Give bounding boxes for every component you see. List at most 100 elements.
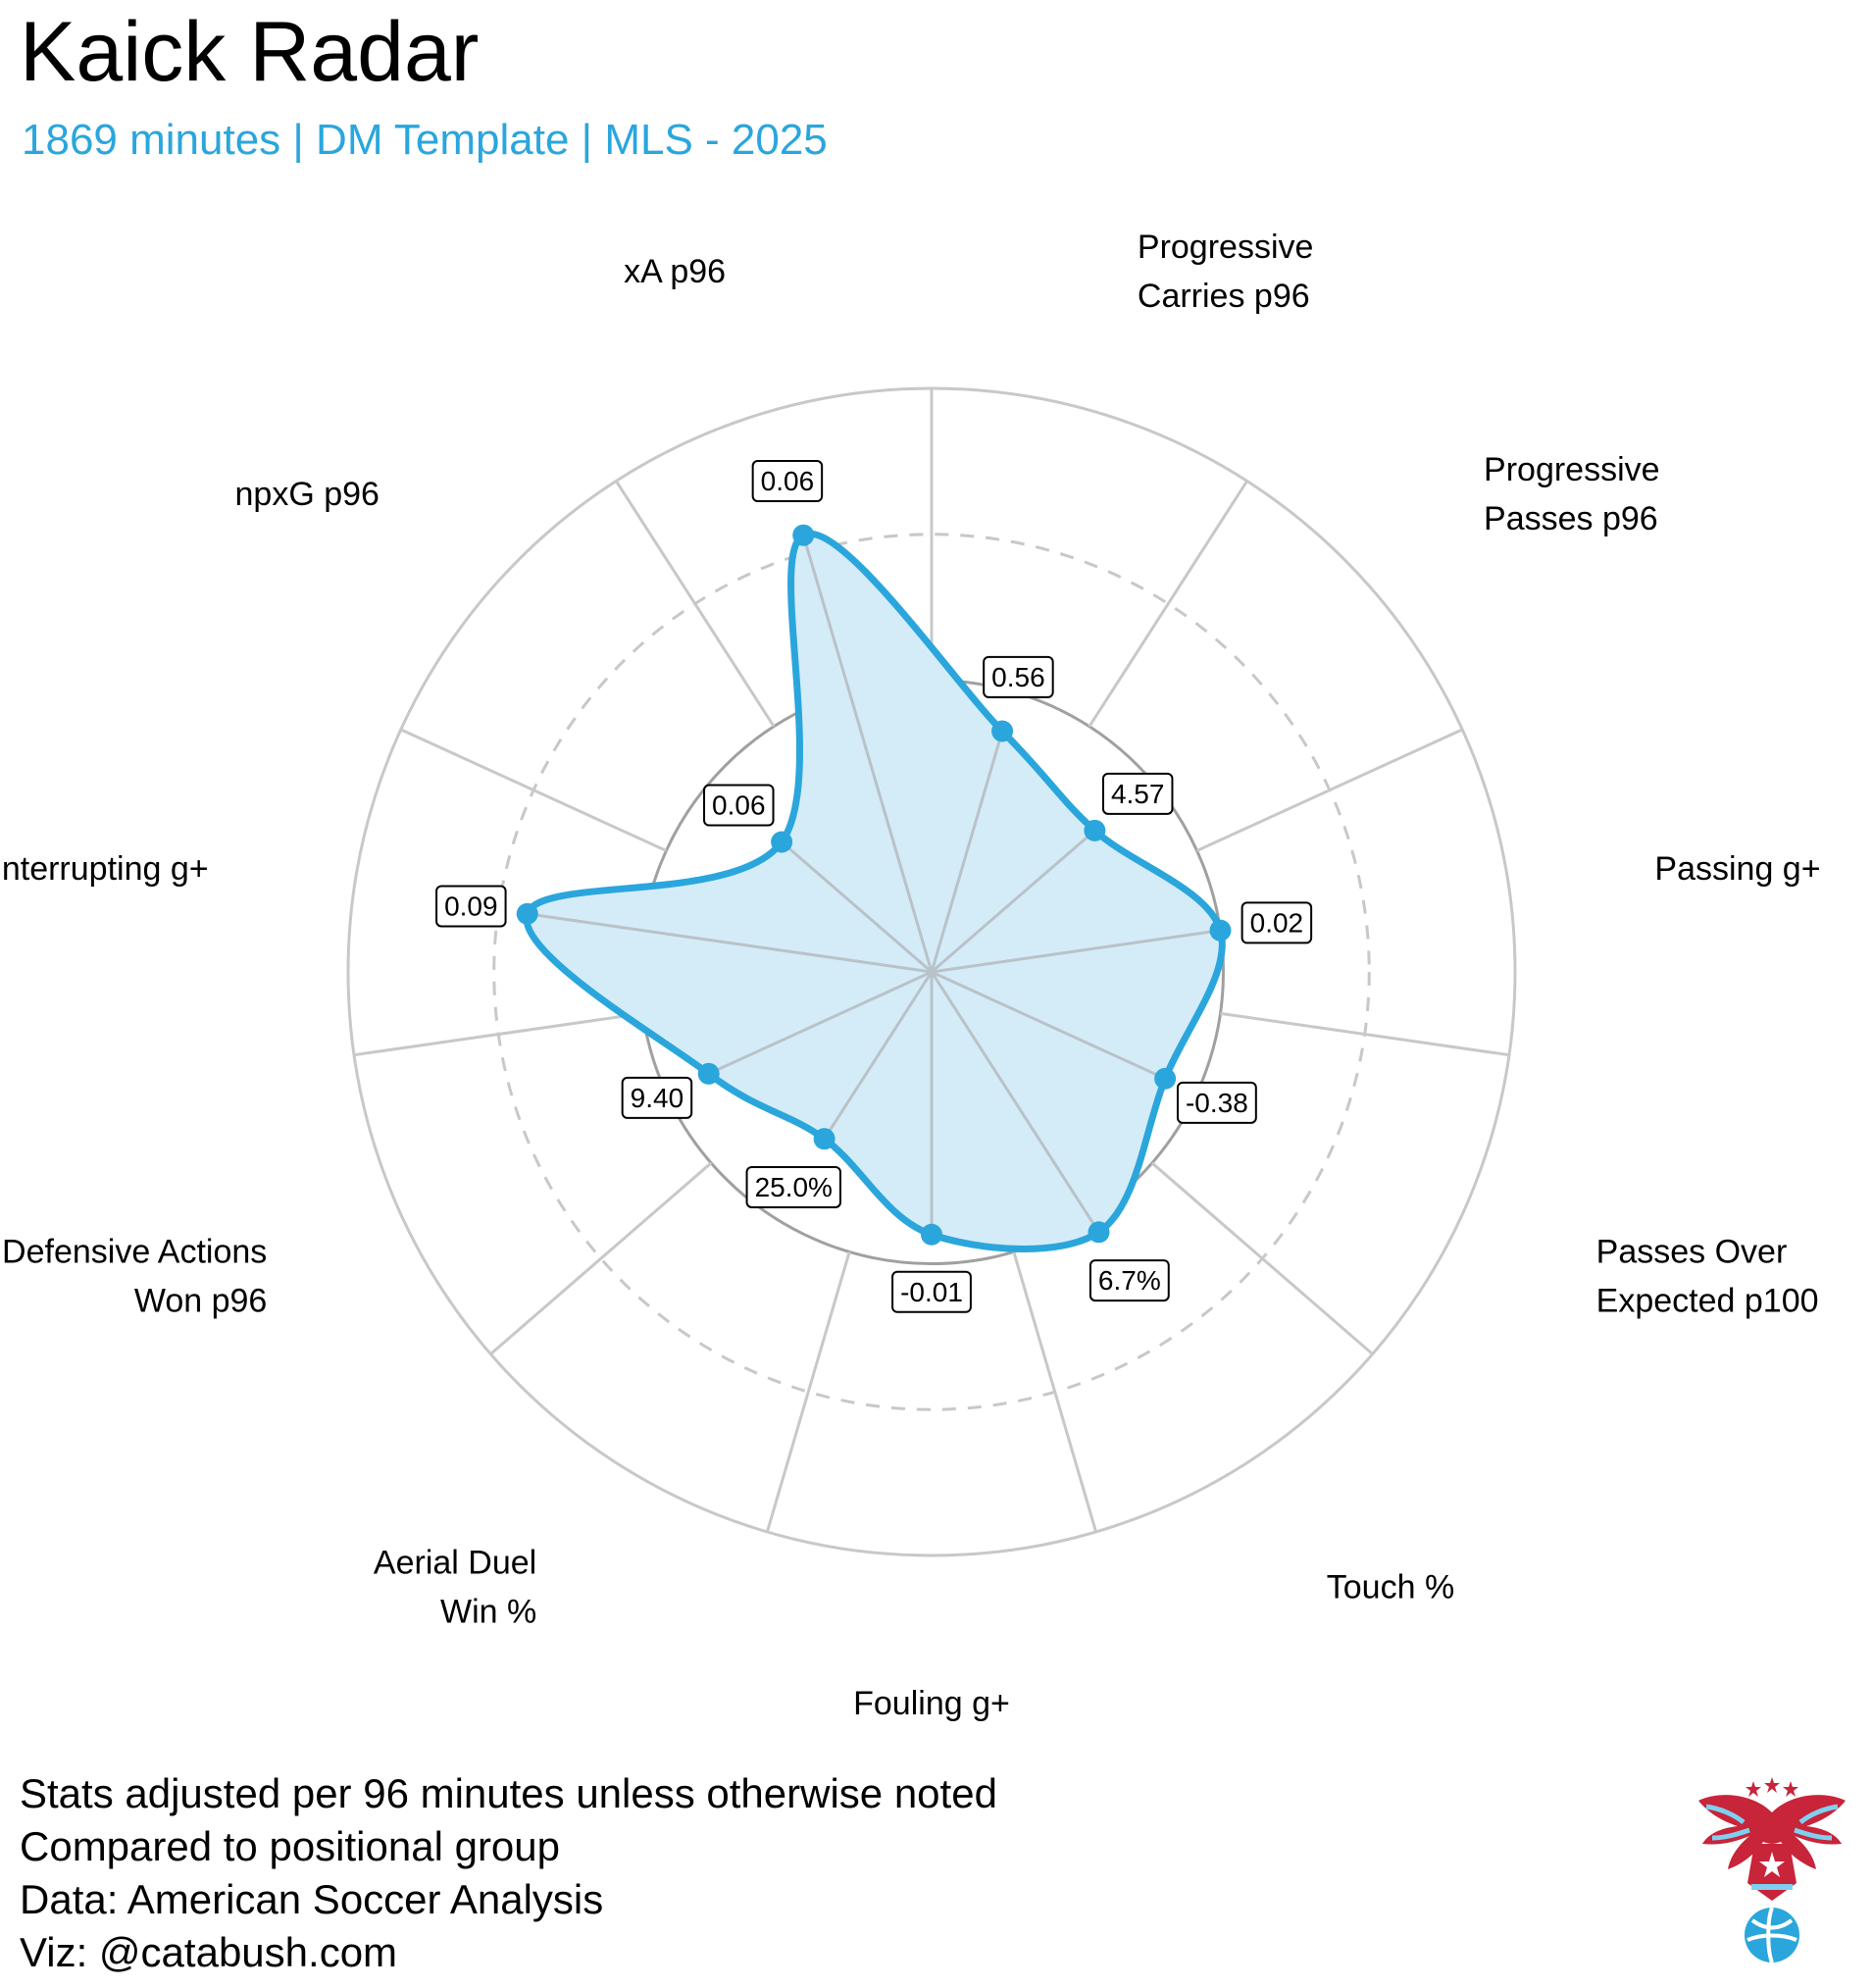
axis-label: Passes Over Expected p100 bbox=[1596, 1233, 1819, 1319]
footer-line: Data: American Soccer Analysis bbox=[20, 1876, 604, 1922]
value-label-text: 0.56 bbox=[991, 662, 1045, 692]
value-label-text: 0.02 bbox=[1250, 907, 1304, 938]
axis-label: Fouling g+ bbox=[853, 1685, 1010, 1722]
axis-label: Touch % bbox=[1327, 1569, 1454, 1606]
spoke-line bbox=[527, 912, 933, 974]
value-label-box bbox=[745, 1165, 841, 1208]
axis-label: Progressive Carries p96 bbox=[1138, 229, 1314, 315]
axis-label-line: Progressive bbox=[1138, 229, 1314, 266]
radar-chart: 0.56 4.57 0.02 -0.38 6.7% -0.01 25.0% 9.40 0.09 0… bbox=[0, 229, 1821, 1722]
value-label-box bbox=[621, 1076, 693, 1119]
axis-label: Progressive Passes p96 bbox=[1484, 451, 1660, 537]
axis-label: npxG p96 bbox=[235, 476, 380, 513]
value-label: 9.40 bbox=[621, 1076, 693, 1119]
page-subtitle: 1869 minutes | DM Template | MLS - 2025 bbox=[22, 116, 828, 164]
grid-ring-75 bbox=[492, 533, 1371, 1411]
spoke-line bbox=[781, 841, 933, 974]
value-label-box bbox=[435, 885, 507, 928]
value-label-text: -0.38 bbox=[1186, 1088, 1248, 1118]
axis-label-line: Passes Over bbox=[1596, 1233, 1788, 1270]
axis-label-line: Carries p96 bbox=[1138, 278, 1310, 315]
axis-label-line: Defensive Actions bbox=[2, 1233, 267, 1270]
value-label-box bbox=[1101, 772, 1174, 815]
sector-divider bbox=[1150, 1161, 1374, 1355]
axis-label-line: Passing g+ bbox=[1654, 850, 1820, 888]
value-label-text: 6.7% bbox=[1098, 1265, 1161, 1296]
footer-line: Stats adjusted per 96 minutes unless oth… bbox=[20, 1770, 997, 1816]
spoke-line bbox=[930, 971, 1100, 1234]
axis-label-line: Won p96 bbox=[134, 1282, 267, 1319]
footer-line: Viz: @catabush.com bbox=[20, 1929, 398, 1975]
spoke-line bbox=[931, 829, 1096, 974]
eagle-soccer-ball-logo bbox=[1698, 1777, 1846, 1963]
footer-line: Compared to positional group bbox=[20, 1823, 561, 1869]
sector-divider bbox=[353, 1011, 643, 1057]
axis-label-line: Aerial Duel bbox=[374, 1545, 536, 1582]
spoke-line bbox=[708, 970, 933, 1076]
sector-divider bbox=[1012, 1251, 1098, 1533]
sector-divider bbox=[1195, 728, 1463, 852]
axis-label-line: Win % bbox=[440, 1594, 536, 1631]
axis-label: xA p96 bbox=[624, 253, 726, 290]
sector-divider bbox=[765, 1251, 851, 1533]
value-label-box bbox=[1176, 1081, 1257, 1124]
axis-label: Passing g+ bbox=[1654, 850, 1820, 888]
value-label: -0.38 bbox=[1176, 1081, 1257, 1124]
axis-label-line: Expected p100 bbox=[1596, 1282, 1819, 1319]
sector-divider bbox=[1220, 1011, 1510, 1057]
axis-label-line: Interrupting g+ bbox=[0, 850, 209, 888]
radar-point bbox=[1084, 819, 1106, 841]
value-label-text: 25.0% bbox=[755, 1172, 833, 1202]
value-label: 0.06 bbox=[703, 784, 775, 827]
value-label: 25.0% bbox=[745, 1165, 841, 1208]
value-label-box bbox=[751, 460, 824, 503]
radar-point bbox=[1209, 919, 1232, 942]
axis-label: Defensive Actions Won p96 bbox=[2, 1233, 267, 1319]
radar-area bbox=[526, 534, 1223, 1249]
spoke-line bbox=[931, 970, 1166, 1081]
value-label-text: 0.09 bbox=[444, 891, 498, 921]
axis-label-line: Fouling g+ bbox=[853, 1685, 1010, 1722]
axis-label: Aerial Duel Win % bbox=[374, 1545, 536, 1631]
spoke-line bbox=[801, 535, 934, 973]
radar-point bbox=[792, 524, 815, 546]
value-label-box bbox=[1088, 1259, 1170, 1302]
value-label: 4.57 bbox=[1101, 772, 1174, 815]
footer-notes: Stats adjusted per 96 minutes unless oth… bbox=[20, 1767, 997, 1979]
value-label-text: -0.01 bbox=[900, 1277, 963, 1307]
value-label-text: 9.40 bbox=[631, 1083, 684, 1113]
radar-point bbox=[1154, 1067, 1177, 1090]
radar-point bbox=[1088, 1221, 1110, 1244]
radar-point bbox=[516, 902, 538, 925]
value-label: 0.56 bbox=[983, 655, 1054, 698]
radar-point bbox=[771, 831, 793, 853]
radar-data bbox=[516, 524, 1232, 1252]
value-label-box bbox=[703, 784, 775, 827]
axis-label: Interrupting g+ bbox=[0, 850, 209, 888]
value-label-box bbox=[1240, 901, 1313, 944]
page-title: Kaick Radar bbox=[20, 5, 480, 99]
value-label: -0.01 bbox=[891, 1270, 972, 1313]
spoke-line bbox=[823, 971, 934, 1140]
radar-point bbox=[921, 1223, 942, 1246]
radar-point bbox=[697, 1062, 720, 1085]
value-label: 6.7% bbox=[1088, 1259, 1170, 1302]
sector-divider bbox=[489, 1161, 713, 1355]
value-label-box bbox=[891, 1270, 972, 1313]
spoke-line bbox=[931, 929, 1221, 974]
sector-divider bbox=[1088, 480, 1248, 728]
sector-divider bbox=[400, 728, 668, 852]
value-label-text: 0.06 bbox=[761, 466, 815, 496]
radar-labels: 0.56 4.57 0.02 -0.38 6.7% -0.01 25.0% 9.40 0.09 0… bbox=[0, 229, 1821, 1722]
value-label-text: 0.06 bbox=[712, 790, 766, 821]
spoke-line bbox=[930, 731, 1004, 973]
axis-label-line: Touch % bbox=[1327, 1569, 1454, 1606]
value-label: 0.06 bbox=[751, 460, 824, 503]
axis-label-line: npxG p96 bbox=[235, 476, 380, 513]
value-label-text: 4.57 bbox=[1111, 779, 1165, 809]
radar-point bbox=[991, 720, 1014, 742]
sector-divider bbox=[615, 480, 776, 728]
axis-label-line: xA p96 bbox=[624, 253, 726, 290]
radar-point bbox=[813, 1128, 835, 1150]
axis-label-line: Passes p96 bbox=[1484, 500, 1658, 537]
